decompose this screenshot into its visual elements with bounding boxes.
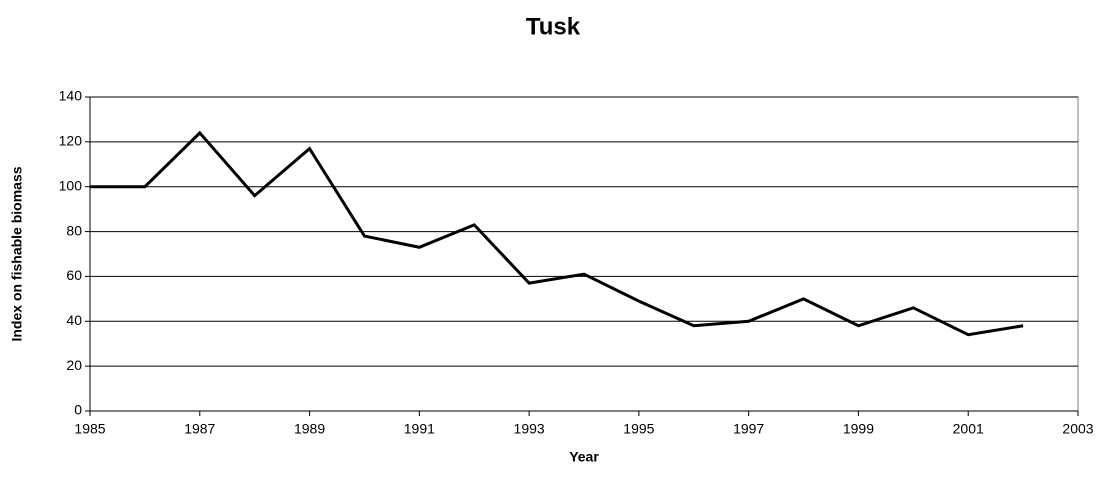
y-tick-label: 60	[66, 267, 82, 283]
x-tick-label: 1995	[623, 421, 654, 437]
x-axis-title: Year	[569, 449, 599, 465]
x-tick-label: 1985	[74, 421, 105, 437]
x-tick-label: 1997	[733, 421, 764, 437]
x-tick-label: 1993	[514, 421, 545, 437]
x-tick-label: 2003	[1062, 421, 1093, 437]
x-tick-label: 2001	[953, 421, 984, 437]
y-tick-label: 80	[66, 222, 82, 238]
y-tick-label: 100	[59, 177, 83, 193]
y-tick-label: 140	[59, 88, 83, 104]
x-tick-label: 1999	[843, 421, 874, 437]
x-tick-label: 1987	[184, 421, 215, 437]
plot-area	[89, 96, 1079, 412]
y-axis-title: Index on fishable biomass	[9, 166, 25, 341]
y-tick-label: 20	[66, 357, 82, 373]
data-line	[90, 130, 1024, 337]
x-tick-label: 1991	[404, 421, 435, 437]
x-tick-label: 1989	[294, 421, 325, 437]
y-tick-label: 0	[74, 402, 82, 418]
chart-title: Tusk	[526, 13, 581, 40]
y-tick-label: 40	[66, 312, 82, 328]
y-tick-label: 120	[59, 133, 83, 149]
